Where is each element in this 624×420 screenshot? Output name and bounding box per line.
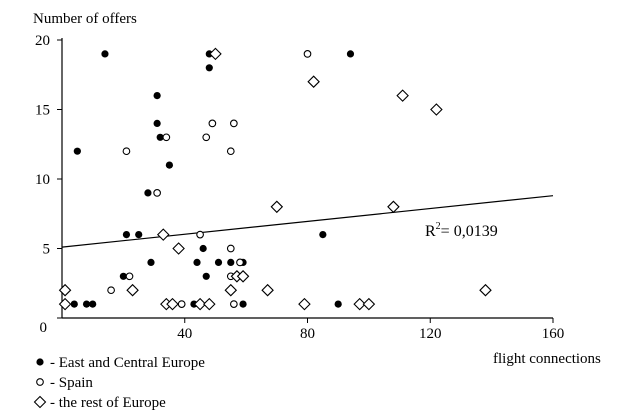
legend-item: - Spain (36, 375, 93, 391)
legend-marker (36, 378, 44, 386)
data-point (334, 300, 342, 308)
data-point (353, 297, 366, 311)
series-2 (58, 47, 492, 311)
series-0 (70, 50, 355, 308)
data-point (135, 231, 143, 239)
legend-label: - Spain (50, 375, 93, 391)
data-point (479, 283, 492, 297)
data-point (73, 147, 81, 155)
data-point (270, 200, 284, 214)
data-point (396, 89, 409, 102)
data-point (122, 231, 131, 239)
y-tick-label: 15 (35, 103, 50, 119)
data-point (307, 75, 320, 88)
data-point (362, 297, 376, 311)
x-tick-label: 40 (177, 326, 192, 342)
y-tick-label: 5 (43, 242, 51, 258)
data-point (226, 147, 235, 156)
data-point (162, 133, 171, 142)
legend-item: - East and Central Europe (36, 355, 205, 371)
data-point (236, 258, 244, 267)
data-point (58, 283, 72, 297)
y-tick-label: 20 (35, 33, 50, 49)
data-point (430, 103, 443, 116)
x-axis-label: flight connections (493, 351, 601, 367)
data-point (107, 286, 115, 295)
data-point (89, 300, 97, 308)
data-point (236, 270, 250, 283)
legend: - East and Central Europe - Spain - the re… (33, 355, 205, 411)
data-point (346, 50, 355, 58)
data-point (199, 244, 207, 253)
data-point (226, 244, 235, 253)
data-point (227, 258, 235, 266)
y-axis-label: Number of offers (33, 11, 137, 27)
data-point (156, 228, 170, 241)
data-point (202, 272, 210, 280)
data-point (214, 258, 223, 266)
x-tick-label: 80 (300, 326, 315, 342)
x-tick-label: 120 (419, 326, 442, 342)
data-point (319, 231, 327, 239)
data-point (224, 283, 238, 297)
data-point (153, 189, 161, 197)
data-point (203, 297, 216, 311)
data-point (230, 119, 238, 128)
data-point (156, 133, 164, 141)
data-point (70, 300, 78, 308)
r-squared-annotation: R2= 0,0139 (425, 221, 498, 240)
data-point (147, 258, 155, 266)
data-point (153, 92, 161, 100)
data-point (193, 258, 201, 266)
data-point (125, 272, 134, 281)
data-point (177, 300, 186, 308)
data-point (119, 272, 127, 280)
data-point (122, 147, 131, 156)
data-point (298, 297, 311, 311)
data-point (208, 119, 217, 128)
series-1 (107, 50, 312, 308)
data-point (193, 297, 207, 311)
data-point (196, 230, 204, 239)
data-point (58, 297, 72, 311)
legend-label: - the rest of Europe (50, 395, 166, 411)
axes (61, 38, 553, 319)
data-point (209, 47, 222, 61)
legend-label: - East and Central Europe (50, 355, 205, 371)
data-point (239, 300, 247, 308)
tick-labels: 40 80 120 160 0 5 10 15 20 (35, 33, 564, 342)
data-point (166, 297, 179, 311)
trendline (61, 195, 554, 248)
data-point (261, 283, 274, 297)
data-point (202, 133, 211, 142)
x-tick-label: 160 (542, 326, 565, 342)
legend-marker (33, 395, 47, 409)
y-tick-label: 0 (40, 320, 48, 336)
data-point (387, 200, 400, 214)
trendline-group (61, 195, 554, 248)
data-point (126, 283, 139, 297)
data-point (144, 189, 152, 197)
data-point (153, 119, 161, 127)
data-point (205, 64, 213, 72)
y-tick-label: 10 (35, 172, 50, 188)
data-points (58, 47, 492, 311)
data-point (101, 50, 109, 58)
legend-marker (36, 358, 44, 366)
data-point (230, 300, 238, 308)
data-point (303, 50, 312, 58)
data-point (172, 242, 185, 255)
legend-item: - the rest of Europe (33, 395, 166, 411)
data-point (82, 300, 91, 308)
data-point (165, 161, 174, 169)
